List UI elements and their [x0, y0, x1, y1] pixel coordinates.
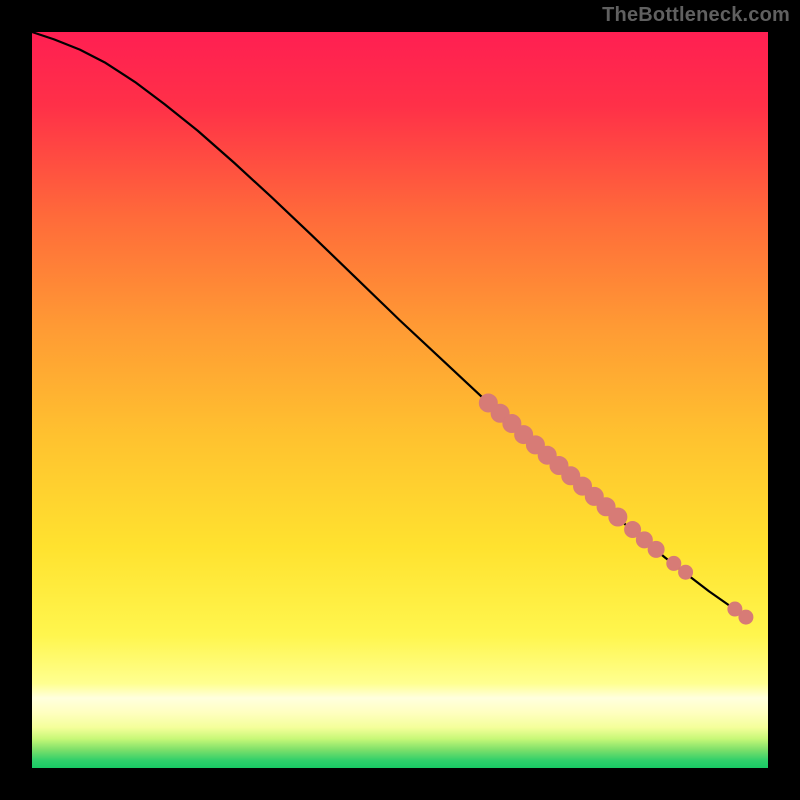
data-point: [667, 556, 681, 570]
watermark-text: TheBottleneck.com: [602, 4, 790, 27]
plot-background: [32, 32, 768, 768]
data-point: [739, 610, 753, 624]
data-point: [648, 541, 664, 557]
data-point: [679, 565, 693, 579]
bottleneck-chart: [0, 0, 800, 800]
chart-container: TheBottleneck.com: [0, 0, 800, 800]
data-point: [609, 508, 627, 526]
